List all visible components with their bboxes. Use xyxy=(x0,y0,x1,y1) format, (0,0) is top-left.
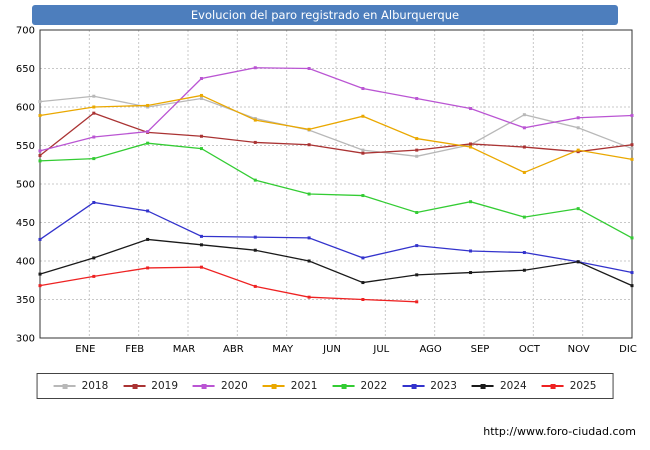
legend-item-2018: 2018 xyxy=(53,380,109,392)
svg-text:SEP: SEP xyxy=(471,344,490,355)
legend-year-label: 2022 xyxy=(360,380,388,392)
legend-item-2020: 2020 xyxy=(193,380,248,392)
legend-marker-icon xyxy=(202,383,208,389)
legend-marker-icon xyxy=(480,383,486,389)
legend-year-label: 2019 xyxy=(151,380,179,392)
legend-marker-icon xyxy=(62,383,68,389)
source-url: http://www.foro-ciudad.com xyxy=(483,425,636,438)
legend-marker-icon xyxy=(132,383,138,389)
legend-year-label: 2020 xyxy=(221,380,248,392)
chart-legend: 2018 2019 2020 2021 2022 2023 2024 2025 xyxy=(36,373,614,399)
svg-text:JUL: JUL xyxy=(372,344,389,355)
svg-text:500: 500 xyxy=(16,180,35,191)
svg-text:DIC: DIC xyxy=(619,344,637,355)
svg-text:AGO: AGO xyxy=(420,344,442,355)
svg-text:MAY: MAY xyxy=(272,344,294,355)
chart-title: Evolucion del paro registrado en Alburqu… xyxy=(32,5,618,25)
legend-year-label: 2025 xyxy=(569,380,597,392)
svg-text:JUN: JUN xyxy=(322,344,341,355)
svg-text:OCT: OCT xyxy=(519,344,541,355)
svg-text:650: 650 xyxy=(16,64,35,75)
svg-text:ABR: ABR xyxy=(223,344,244,355)
legend-line-sample xyxy=(193,383,216,389)
legend-marker-icon xyxy=(550,383,556,389)
legend-line-sample xyxy=(402,383,425,389)
svg-text:FEB: FEB xyxy=(125,344,144,355)
legend-marker-icon xyxy=(271,383,277,389)
svg-text:MAR: MAR xyxy=(173,344,195,355)
svg-text:350: 350 xyxy=(16,295,35,306)
svg-text:NOV: NOV xyxy=(568,344,590,355)
legend-year-label: 2018 xyxy=(81,380,109,392)
legend-year-label: 2021 xyxy=(290,380,318,392)
legend-line-sample xyxy=(471,383,494,389)
legend-item-2023: 2023 xyxy=(402,380,457,392)
legend-line-sample xyxy=(123,383,146,389)
legend-year-label: 2024 xyxy=(499,380,527,392)
svg-text:700: 700 xyxy=(16,26,35,37)
legend-item-2025: 2025 xyxy=(541,380,597,392)
svg-text:550: 550 xyxy=(16,141,35,152)
legend-item-2022: 2022 xyxy=(332,380,388,392)
legend-year-label: 2023 xyxy=(430,380,457,392)
svg-text:300: 300 xyxy=(16,334,35,345)
svg-text:400: 400 xyxy=(16,257,35,268)
legend-line-sample xyxy=(53,383,76,389)
svg-text:600: 600 xyxy=(16,103,35,114)
svg-text:450: 450 xyxy=(16,218,35,229)
legend-line-sample xyxy=(541,383,564,389)
line-chart: 300 350 400 450 500 550 600 650 700 ENE FEB MAR ABR M… xyxy=(16,26,637,356)
legend-item-2021: 2021 xyxy=(262,380,318,392)
legend-marker-icon xyxy=(341,383,347,389)
legend-line-sample xyxy=(262,383,285,389)
legend-item-2024: 2024 xyxy=(471,380,527,392)
legend-marker-icon xyxy=(411,383,417,389)
svg-text:ENE: ENE xyxy=(75,344,95,355)
legend-item-2019: 2019 xyxy=(123,380,178,392)
legend-line-sample xyxy=(332,383,355,389)
